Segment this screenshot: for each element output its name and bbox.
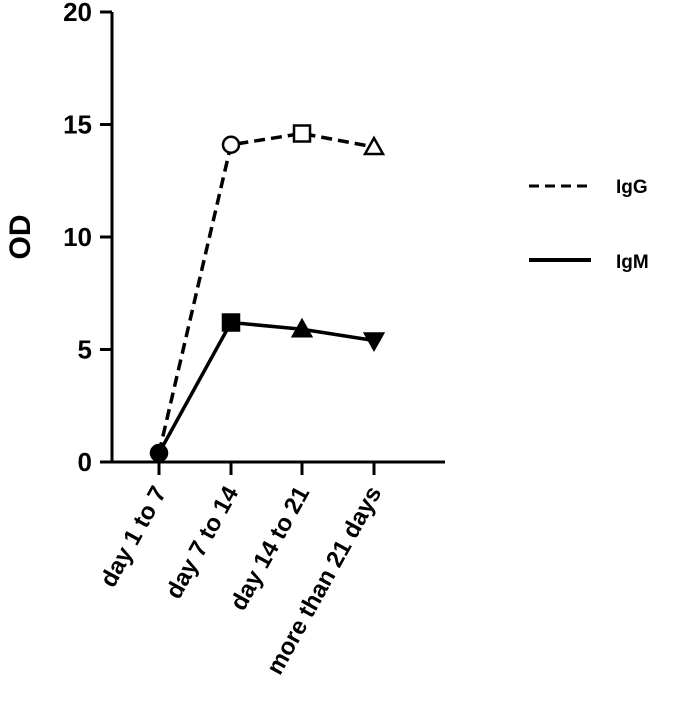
marker-igm-2	[290, 317, 314, 338]
marker-igm-3	[362, 332, 386, 353]
legend: IgG IgM	[529, 177, 649, 273]
series-line-igm	[157, 320, 375, 454]
y-axis-ticks: 0 5 10 15 20	[63, 0, 112, 477]
series-line-igg	[157, 131, 375, 454]
marker-igm-1	[221, 313, 241, 332]
marker-igg-0	[149, 443, 169, 463]
marker-igg-1	[221, 135, 241, 154]
y-tick-label: 15	[63, 110, 92, 140]
marker-igg-2	[292, 124, 312, 143]
marker-igg-3	[362, 135, 386, 156]
series-lines	[157, 131, 375, 454]
y-tick-label: 5	[78, 335, 92, 365]
y-tick-label: 0	[78, 447, 92, 477]
y-tick-label: 10	[63, 222, 92, 252]
x-tick-label: day 7 to 14	[160, 481, 244, 603]
series-markers	[149, 124, 386, 463]
y-axis-title: OD	[4, 215, 37, 260]
legend-igm-label: IgM	[616, 252, 649, 273]
y-tick-label: 20	[63, 0, 92, 27]
x-tick-label: day 1 to 7	[95, 482, 172, 592]
legend-igg-label: IgG	[616, 177, 648, 198]
